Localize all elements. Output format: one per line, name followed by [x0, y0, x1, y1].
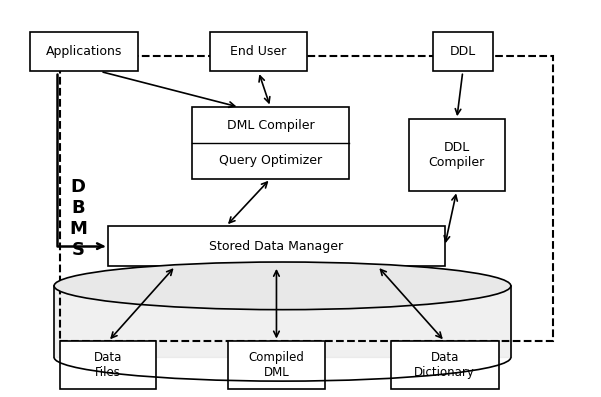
Text: Compiled
DML: Compiled DML: [249, 351, 304, 379]
FancyBboxPatch shape: [192, 107, 349, 179]
Text: Applications: Applications: [46, 45, 123, 58]
FancyBboxPatch shape: [108, 226, 445, 266]
FancyBboxPatch shape: [391, 341, 499, 389]
Text: Data
Files: Data Files: [94, 351, 123, 379]
Text: DML Compiler: DML Compiler: [227, 119, 314, 131]
Text: Query Optimizer: Query Optimizer: [219, 154, 322, 167]
Text: Data
Dictionary: Data Dictionary: [414, 351, 475, 379]
FancyBboxPatch shape: [433, 32, 493, 71]
Text: DDL
Compiler: DDL Compiler: [429, 141, 485, 169]
FancyBboxPatch shape: [30, 32, 138, 71]
Ellipse shape: [54, 262, 511, 310]
FancyBboxPatch shape: [210, 32, 307, 71]
FancyBboxPatch shape: [228, 341, 325, 389]
FancyBboxPatch shape: [409, 119, 505, 191]
FancyBboxPatch shape: [60, 341, 156, 389]
Text: End User: End User: [230, 45, 287, 58]
Text: DDL: DDL: [450, 45, 476, 58]
Text: D
B
M
S: D B M S: [69, 178, 87, 258]
Text: Stored Data Manager: Stored Data Manager: [209, 240, 344, 252]
